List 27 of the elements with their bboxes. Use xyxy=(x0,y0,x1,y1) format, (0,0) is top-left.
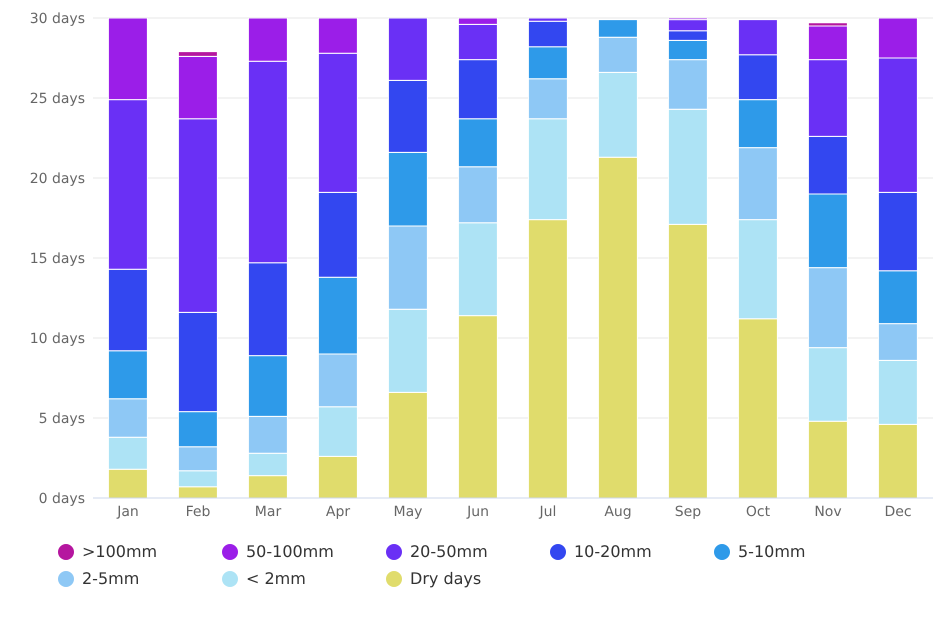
y-tick-label: 5 days xyxy=(38,410,85,427)
x-tick-label: Sep xyxy=(674,504,702,520)
x-tick-label: Nov xyxy=(814,504,842,520)
y-tick-label: 0 days xyxy=(38,490,85,507)
legend-label: 50-100mm xyxy=(246,542,334,561)
y-tick-label: 20 days xyxy=(30,170,85,187)
x-tick-label: May xyxy=(394,504,422,520)
y-tick-label: 30 days xyxy=(30,10,85,27)
x-tick-label: Oct xyxy=(746,504,771,520)
y-tick-label: 10 days xyxy=(30,330,85,347)
x-tick-label: Apr xyxy=(326,504,350,520)
x-tick-label: Jul xyxy=(538,504,556,520)
legend-label: Dry days xyxy=(410,569,482,588)
x-tick-label: Feb xyxy=(186,504,210,520)
legend-label: 10-20mm xyxy=(574,542,652,561)
x-tick-label: Aug xyxy=(604,504,632,520)
legend-label: 20-50mm xyxy=(410,542,488,561)
legend-label: 5-10mm xyxy=(738,542,806,561)
legend-label: < 2mm xyxy=(246,569,306,588)
x-tick-label: Mar xyxy=(254,504,282,520)
x-tick-label: Jun xyxy=(466,504,489,520)
y-tick-label: 15 days xyxy=(30,250,85,267)
legend-label: >100mm xyxy=(82,542,158,561)
x-tick-label: Dec xyxy=(884,504,912,520)
x-tick-label: Jan xyxy=(116,504,139,520)
y-tick-label: 25 days xyxy=(30,90,85,107)
legend-label: 2-5mm xyxy=(82,569,140,588)
